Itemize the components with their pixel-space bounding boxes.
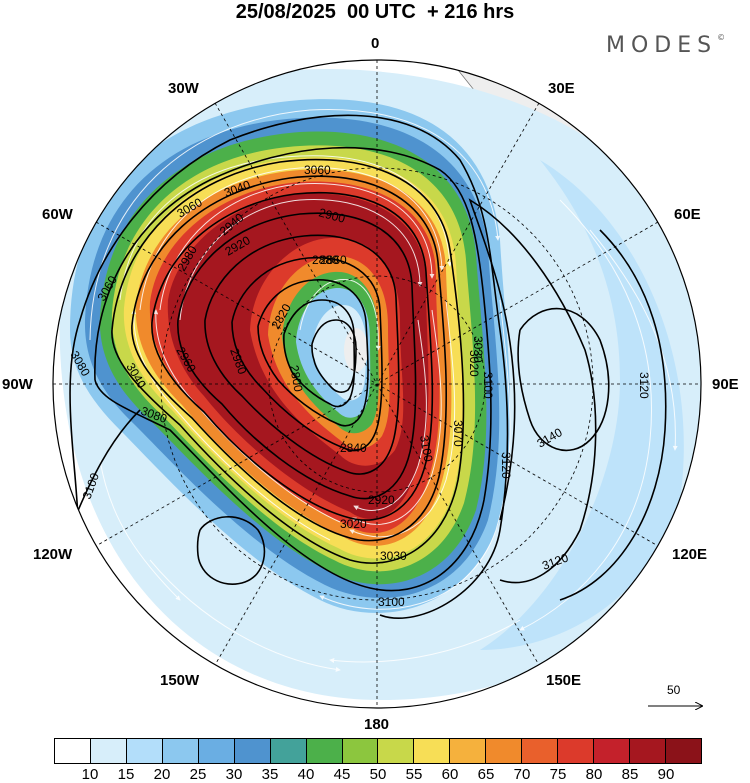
contour-2820 <box>283 299 356 408</box>
colorbar-tick-label: 45 <box>333 766 351 783</box>
reference-vector-label: 50 <box>667 683 681 697</box>
contour-label: 3020 <box>340 517 367 531</box>
colorbar-ticks: 10 15 20 25 30 35 40 45 50 55 60 65 70 75 80 85 90 <box>54 766 702 783</box>
colorbar-tick-label: 50 <box>369 766 387 783</box>
colorbar-segment <box>594 739 630 763</box>
contour-label: 3100 <box>378 595 405 609</box>
meridian-lines <box>53 60 701 708</box>
contour-label: 2800 <box>287 364 305 393</box>
colorbar-tick-label: 20 <box>153 766 171 783</box>
meridian-label-30w: 30W <box>168 80 199 97</box>
contour-2860 <box>257 279 369 427</box>
colorbar-tick-label: 80 <box>585 766 603 783</box>
contour-label: 3020 <box>467 350 481 377</box>
contour-label: 2840 <box>340 441 367 455</box>
colorbar-segment <box>414 739 451 763</box>
contour-label: 3120 <box>499 452 513 479</box>
colorbar-tick-label: 10 <box>81 766 99 783</box>
colorbar-segment <box>665 739 701 763</box>
colorbar-segment <box>342 739 379 763</box>
colorbar-segment <box>522 739 559 763</box>
meridian-label-60e: 60E <box>674 206 701 223</box>
meridian-label-180: 180 <box>364 716 390 733</box>
contour-3080 <box>94 146 492 592</box>
contour-3020 <box>151 191 434 521</box>
contour-3040 <box>131 175 448 542</box>
contour-3140-east <box>517 307 610 452</box>
contour-3060 <box>111 158 465 564</box>
contour-label: 3060 <box>304 163 331 177</box>
meridian-label-120e: 120E <box>672 546 708 563</box>
band-outer-east <box>480 160 684 650</box>
contour-2940 <box>204 234 400 475</box>
colorbar-segment <box>126 739 163 763</box>
contour-2900 <box>231 256 383 452</box>
height-contours <box>69 114 667 619</box>
colorbar-segment <box>55 739 91 763</box>
colorbar-tick-label: 60 <box>441 766 459 783</box>
colorbar-segment <box>198 739 235 763</box>
wind-speed-shading <box>59 69 701 700</box>
colorbar-tick-label: 55 <box>405 766 423 783</box>
band-core-center <box>312 304 366 401</box>
colorbar-segment <box>486 739 523 763</box>
contour-2800 <box>311 319 357 393</box>
colorbar-tick-label: 70 <box>513 766 531 783</box>
colorbar <box>54 738 702 764</box>
contour-label: 3070 <box>451 420 465 447</box>
contour-3120-east <box>468 198 597 584</box>
colorbar-tick-label: 90 <box>657 766 675 783</box>
colorbar-segment <box>450 739 487 763</box>
meridian-label-120w: 120W <box>33 546 73 563</box>
chart-title: 25/08/2025 00 UTC + 216 hrs <box>235 1 515 23</box>
contour-label: 2920 <box>368 493 395 507</box>
contour-label: 3100 <box>417 434 435 463</box>
colorbar-tick-label: 85 <box>621 766 639 783</box>
contour-label: 3030 <box>380 549 407 563</box>
contour-label: 3120 <box>637 372 651 399</box>
meridian-label-60w: 60W <box>42 206 73 223</box>
colorbar-tick-label: 25 <box>189 766 207 783</box>
colorbar-tick-label: 40 <box>297 766 315 783</box>
contour-label: 2880 <box>312 253 339 267</box>
colorbar-tick-label: 15 <box>117 766 135 783</box>
colorbar-segment <box>162 739 199 763</box>
meridian-label-90e: 90E <box>712 376 739 393</box>
streamlines <box>89 108 678 672</box>
colorbar-segment <box>270 739 307 763</box>
brand-name: MODES <box>606 33 718 58</box>
brand-logo: MODES© <box>606 33 725 58</box>
colorbar-tick-label: 65 <box>477 766 495 783</box>
contour-label: 3030 <box>471 336 485 363</box>
colorbar-segment <box>630 739 666 763</box>
meridian-label-30e: 30E <box>548 80 575 97</box>
contour-3100-west <box>69 114 509 619</box>
contour-label: 2860 <box>320 253 347 267</box>
colorbar-segment <box>306 739 343 763</box>
contour-label: 3100 <box>481 372 495 399</box>
contour-3120-south-closed <box>196 516 266 585</box>
colorbar-segment <box>558 739 595 763</box>
copyright-mark: © <box>717 33 726 42</box>
colorbar-tick-label: 30 <box>225 766 243 783</box>
colorbar-segment <box>234 739 271 763</box>
colorbar-tick-label: 75 <box>549 766 567 783</box>
colorbar-segment <box>378 739 415 763</box>
meridian-label-150e: 150E <box>546 672 582 689</box>
contour-label: 2900 <box>317 205 347 226</box>
map-border <box>52 59 702 709</box>
meridian-label-0: 0 <box>371 35 380 52</box>
contour-2980 <box>177 212 417 500</box>
colorbar-tick-label: 35 <box>261 766 279 783</box>
contour-3120-far-east <box>559 229 667 601</box>
meridian-label-90w: 90W <box>2 376 33 393</box>
colorbar-segment <box>90 739 127 763</box>
meridian-label-150w: 150W <box>160 672 200 689</box>
